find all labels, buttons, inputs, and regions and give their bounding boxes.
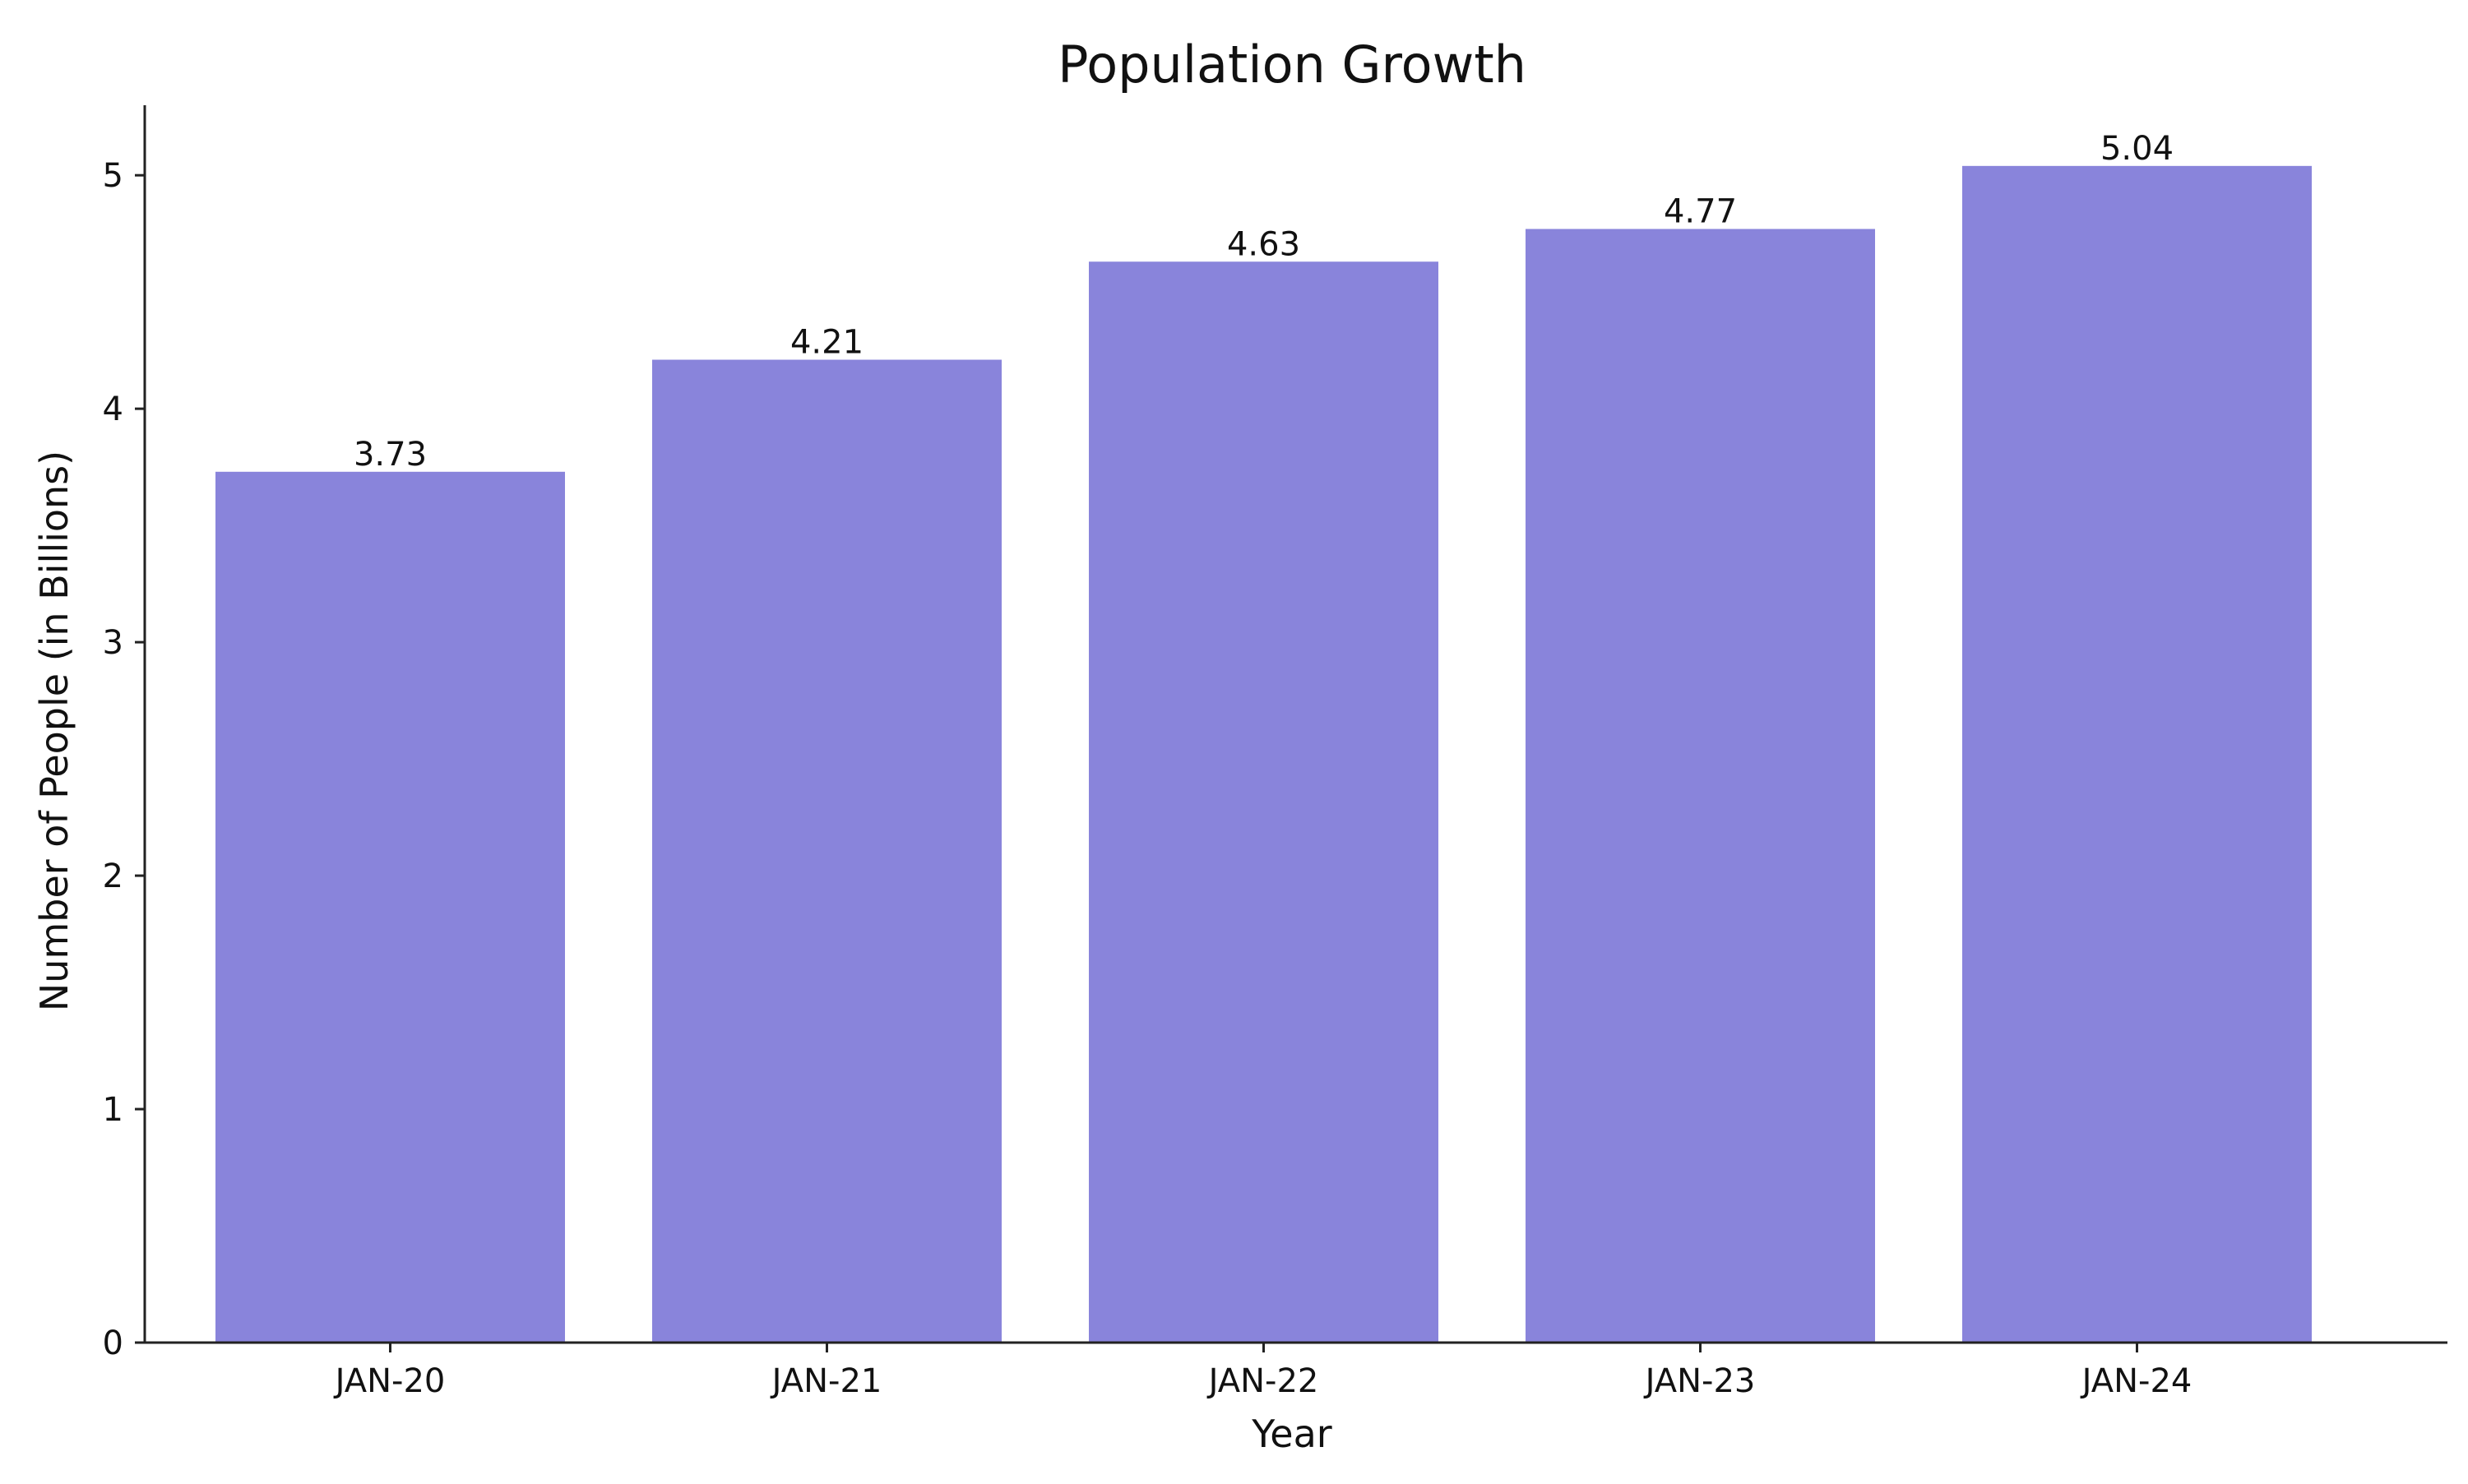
- y-tick-label: 4: [103, 391, 123, 428]
- x-axis-ticks: JAN-20 JAN-21 JAN-22 JAN-23 JAN-24: [333, 1343, 2192, 1400]
- x-tick-label: JAN-20: [333, 1362, 446, 1400]
- y-tick-label: 0: [103, 1325, 123, 1362]
- data-label-jan-21: 4.21: [790, 324, 864, 362]
- bar-jan-24: [1962, 165, 2312, 1343]
- x-tick-label: JAN-24: [2080, 1362, 2192, 1400]
- bar-jan-23: [1526, 229, 1875, 1343]
- bar-jan-22: [1089, 261, 1438, 1343]
- data-labels-layer: 3.73 4.21 4.63 4.77 5.04: [354, 130, 2174, 474]
- data-label-jan-24: 5.04: [2100, 130, 2174, 168]
- x-axis-label: Year: [1251, 1412, 1331, 1456]
- data-label-jan-20: 3.73: [354, 436, 427, 474]
- data-label-jan-22: 4.63: [1227, 225, 1300, 263]
- bar-jan-20: [215, 471, 565, 1343]
- x-tick-label: JAN-23: [1643, 1362, 1756, 1400]
- bar-jan-21: [652, 359, 1002, 1343]
- bars-layer: [215, 165, 2312, 1343]
- x-tick-label: JAN-21: [770, 1362, 882, 1400]
- data-label-jan-23: 4.77: [1664, 193, 1737, 231]
- y-tick-label: 5: [103, 157, 123, 195]
- y-axis-label: Number of People (in Billions): [32, 451, 76, 1011]
- y-tick-label: 3: [103, 624, 123, 662]
- chart-title: Population Growth: [1058, 35, 1526, 95]
- x-tick-label: JAN-22: [1206, 1362, 1319, 1400]
- y-axis-ticks: 0 1 2 3 4 5: [103, 157, 145, 1362]
- y-tick-label: 1: [103, 1091, 123, 1129]
- y-tick-label: 2: [103, 858, 123, 895]
